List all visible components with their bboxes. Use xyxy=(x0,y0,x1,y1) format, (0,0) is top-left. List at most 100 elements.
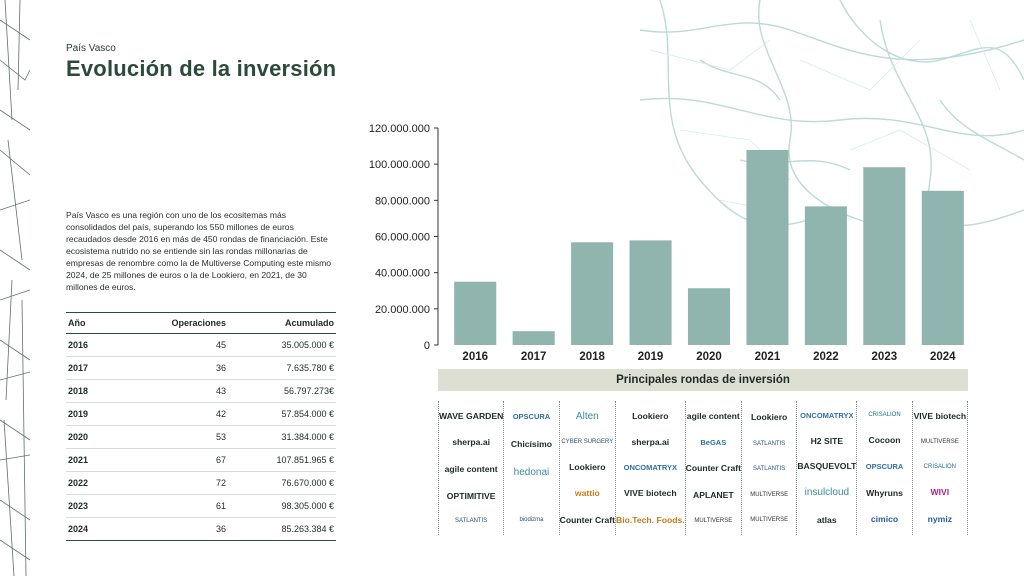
company-logo: Counter Craft xyxy=(559,514,616,525)
company-logo: MULTIVERSE xyxy=(694,517,733,524)
investment-rounds-logo-grid: WAVE GARDEN sherpa.ai agile content OPTIMIT… xyxy=(438,401,968,535)
bar-2022 xyxy=(804,206,847,345)
header-year: Año xyxy=(68,318,86,328)
cell-year: 2024 xyxy=(68,524,89,534)
company-logo: OPSCURA xyxy=(512,411,551,421)
company-logo: Lookiero xyxy=(751,411,788,422)
table-row: 2024 36 85.263.384 € xyxy=(66,518,336,541)
company-logo: VIVE biotech xyxy=(913,411,967,422)
company-logo: Counter Craft xyxy=(685,463,741,474)
company-logo: Cocoon xyxy=(868,435,901,446)
table-row: 2021 67 107.851.965 € xyxy=(66,449,336,472)
company-logo: wattio xyxy=(574,488,600,499)
x-tick-label: 2022 xyxy=(813,351,839,363)
rounds-title: Principales rondas de inversión xyxy=(438,369,968,391)
bar-2019 xyxy=(629,240,672,345)
cell-operations: 61 xyxy=(215,501,226,511)
cell-accumulated: 76.670.000 € xyxy=(281,478,334,488)
table-row: 2016 45 35.005.000 € xyxy=(66,334,336,357)
y-tick-label: 120.000.000 xyxy=(369,123,430,135)
cell-year: 2021 xyxy=(68,455,89,465)
company-logo: BASQUEVOLT xyxy=(797,461,857,472)
cell-accumulated: 57.854.000 € xyxy=(281,409,334,419)
cell-operations: 45 xyxy=(215,340,226,350)
logo-column: CRISALION Cocoon OPSCURA Whyruns cimico xyxy=(857,401,913,535)
cell-operations: 67 xyxy=(215,455,226,465)
company-logo: atlas xyxy=(817,514,837,525)
logo-column: Lookiero SATLANTIS SATLANTIS MULTIVERSE MULT… xyxy=(742,401,798,535)
y-tick-label: 20.000.000 xyxy=(375,304,430,316)
page-title: Evolución de la inversión xyxy=(66,56,337,81)
cell-operations: 72 xyxy=(215,478,226,488)
x-tick-label: 2023 xyxy=(872,351,898,363)
cell-year: 2016 xyxy=(68,340,89,350)
header-operations: Operaciones xyxy=(171,318,226,328)
company-logo: SATLANTIS xyxy=(753,440,786,447)
company-logo: VIVE biotech xyxy=(624,488,677,499)
cell-year: 2017 xyxy=(68,363,89,373)
bar-2023 xyxy=(863,167,906,345)
table-header: Año Operaciones Acumulado xyxy=(66,312,336,334)
company-logo: SATLANTIS xyxy=(455,518,488,525)
y-tick-label: 60.000.000 xyxy=(375,232,430,244)
company-logo: nymiz xyxy=(927,514,953,525)
bar-2018 xyxy=(571,242,614,345)
decorative-city-map xyxy=(640,0,1024,230)
bar-2021 xyxy=(746,149,789,345)
company-logo: MULTIVERSE xyxy=(750,517,789,524)
logo-column: WAVE GARDEN sherpa.ai agile content OPTIMIT… xyxy=(439,401,505,535)
company-logo: agile content xyxy=(444,463,498,474)
cell-year: 2018 xyxy=(68,386,89,396)
bar-2016 xyxy=(454,281,497,345)
company-logo: APLANET xyxy=(693,490,734,501)
cell-accumulated: 56.797.273€ xyxy=(283,386,334,396)
bar-2024 xyxy=(921,190,964,345)
company-logo: MULTIVERSE xyxy=(750,491,789,498)
bar-2020 xyxy=(687,288,731,345)
y-tick-label: 0 xyxy=(424,340,430,352)
investment-table: Año Operaciones Acumulado 2016 45 35.005.0… xyxy=(66,312,336,541)
y-tick-label: 40.000.000 xyxy=(375,268,430,280)
table-row: 2017 36 7.635.780 € xyxy=(66,357,336,380)
company-logo: sherpa.ai xyxy=(631,437,670,448)
company-logo: OPSCURA xyxy=(865,461,904,471)
decorative-map-strip xyxy=(0,0,30,576)
table-row: 2020 53 31.384.000 € xyxy=(66,426,336,449)
y-tick-label: 100.000.000 xyxy=(369,159,430,171)
header-accumulated: Acumulado xyxy=(284,318,334,328)
company-logo: Lookiero xyxy=(632,410,669,421)
cell-year: 2022 xyxy=(68,478,89,488)
intro-paragraph: País Vasco es una región con uno de los … xyxy=(66,210,332,292)
x-tick-label: 2018 xyxy=(579,351,605,363)
company-logo: biodizma xyxy=(519,517,544,524)
table-row: 2023 61 98.305.000 € xyxy=(66,495,336,518)
y-tick-label: 80.000.000 xyxy=(375,195,430,207)
cell-accumulated: 35.005.000 € xyxy=(281,340,334,350)
logo-column: ONCOMATRYX H2 SITE BASQUEVOLT insulcloud atl… xyxy=(797,401,858,535)
company-logo: cimico xyxy=(870,514,899,525)
x-tick-label: 2019 xyxy=(638,351,664,363)
x-tick-label: 2020 xyxy=(696,351,722,363)
logo-column: OPSCURA Chicísimo hedonai biodizma xyxy=(504,401,560,535)
company-logo: agile content xyxy=(686,411,740,422)
cell-year: 2019 xyxy=(68,409,89,419)
investment-bar-chart: 0 20.000.000 40.000.000 60.000.000 80.000.00… xyxy=(369,123,964,363)
company-logo: SATLANTIS xyxy=(753,466,786,473)
company-logo: insulcloud xyxy=(804,487,850,499)
company-logo: CYBER SURGERY xyxy=(561,439,614,446)
section-kicker: País Vasco xyxy=(66,43,116,54)
x-tick-label: 2024 xyxy=(930,351,956,363)
cell-operations: 42 xyxy=(215,409,226,419)
cell-accumulated: 85.263.384 € xyxy=(281,524,334,534)
table-row: 2018 43 56.797.273€ xyxy=(66,380,336,403)
company-logo: Chicísimo xyxy=(510,438,552,449)
table-row: 2022 72 76.670.000 € xyxy=(66,472,336,495)
cell-operations: 43 xyxy=(215,386,226,396)
company-logo: ONCOMATRYX xyxy=(623,463,677,473)
company-logo: sherpa.ai xyxy=(452,437,491,448)
logo-column: VIVE biotech MULTIVERSE CRISALION WIVI nymiz xyxy=(913,401,968,535)
logo-column: Lookiero sherpa.ai ONCOMATRYX VIVE biotech B… xyxy=(616,401,686,535)
cell-operations: 36 xyxy=(215,363,226,373)
company-logo: MULTIVERSE xyxy=(920,439,959,446)
bar-2017 xyxy=(512,331,555,345)
